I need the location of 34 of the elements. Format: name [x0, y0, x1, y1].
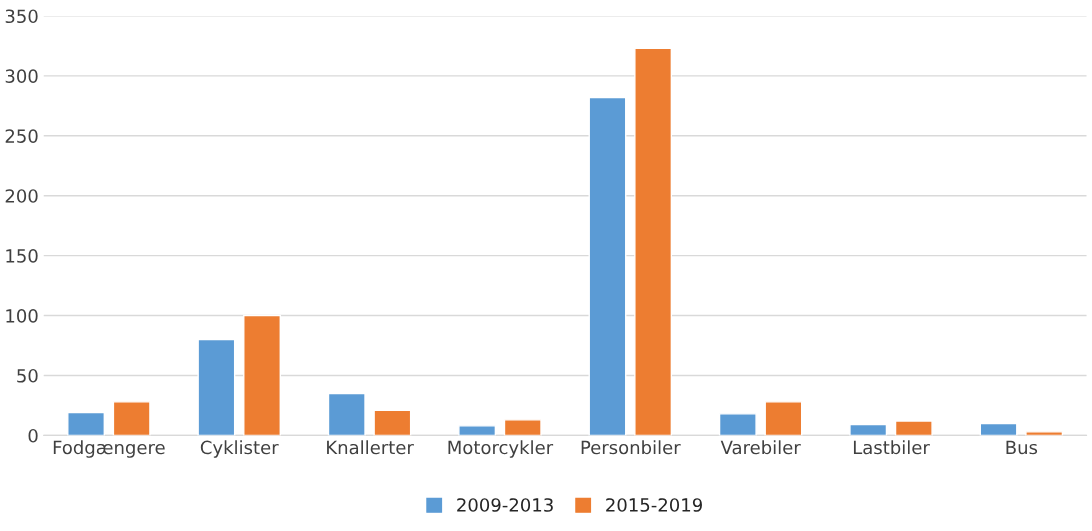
x-tick-label: Knallerter: [327, 440, 414, 455]
bar: [634, 47, 673, 436]
bar: [588, 96, 627, 436]
x-tick-label: Motorcykler: [448, 440, 554, 458]
x-tick-label: Lastbiler: [853, 440, 930, 455]
legend-label: 2009-2013: [457, 498, 553, 512]
y-tick-label: 0: [28, 428, 38, 443]
legend-label: 2015-2019: [606, 498, 702, 512]
bar: [327, 392, 366, 436]
y-tick-label: 150: [6, 249, 38, 263]
y-tick-label: 50: [17, 368, 38, 383]
bar: [849, 423, 888, 436]
bar: [503, 419, 542, 436]
bar: [458, 425, 497, 436]
bar: [373, 409, 412, 436]
y-tick-label: 300: [5, 69, 38, 83]
y-tick-label: 200: [5, 189, 38, 203]
y-tick-label: 100: [6, 309, 38, 323]
x-tick-label: Cyklister: [200, 440, 279, 458]
bar: [112, 401, 151, 436]
bar: [894, 420, 933, 436]
x-tick-label: Varebiler: [720, 440, 801, 455]
bar: [979, 422, 1018, 436]
x-tick-label: Personbiler: [581, 440, 681, 455]
x-tick-label: Fodgængere: [53, 440, 165, 458]
bar: [718, 413, 757, 436]
y-tick-label: 250: [5, 129, 38, 143]
y-tick-label: 350: [5, 9, 38, 24]
x-tick-label: Bus: [1006, 440, 1038, 455]
bar: [1025, 431, 1064, 436]
bar: [67, 411, 105, 436]
bar: [197, 338, 236, 436]
bar: [243, 314, 281, 436]
bar: [764, 401, 803, 436]
